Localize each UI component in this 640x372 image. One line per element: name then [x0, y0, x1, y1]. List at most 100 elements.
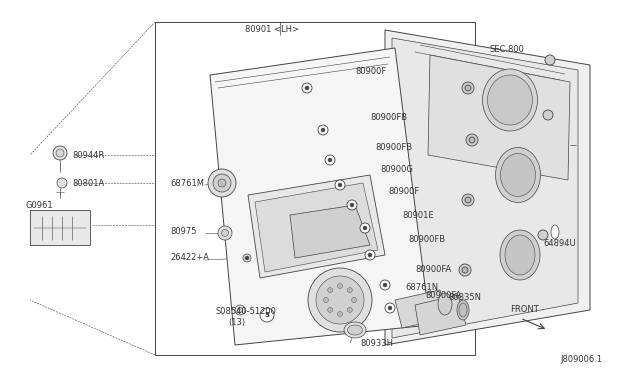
Circle shape: [469, 137, 475, 143]
Circle shape: [462, 267, 468, 273]
Ellipse shape: [500, 154, 536, 196]
Text: 80801A: 80801A: [72, 179, 104, 187]
Circle shape: [368, 253, 372, 257]
Bar: [155, 22, 475, 355]
Circle shape: [321, 128, 325, 132]
Circle shape: [56, 149, 64, 157]
Circle shape: [347, 200, 357, 210]
Circle shape: [308, 268, 372, 332]
Circle shape: [465, 85, 471, 91]
Text: 80835N: 80835N: [448, 294, 481, 302]
Circle shape: [316, 276, 364, 324]
Circle shape: [338, 183, 342, 187]
Ellipse shape: [344, 322, 366, 338]
Text: 80900FA: 80900FA: [425, 291, 461, 299]
Circle shape: [462, 82, 474, 94]
Ellipse shape: [483, 69, 538, 131]
Circle shape: [245, 256, 249, 260]
Circle shape: [337, 283, 342, 289]
Text: 80901 <LH>: 80901 <LH>: [245, 26, 299, 35]
Ellipse shape: [438, 293, 452, 315]
Text: 80901E: 80901E: [402, 211, 434, 219]
Circle shape: [53, 146, 67, 160]
Polygon shape: [210, 48, 430, 345]
Circle shape: [337, 311, 342, 317]
Polygon shape: [385, 30, 590, 345]
Text: FRONT: FRONT: [510, 305, 539, 314]
Ellipse shape: [348, 325, 362, 335]
Polygon shape: [248, 175, 385, 278]
Polygon shape: [395, 290, 448, 328]
Polygon shape: [428, 55, 570, 180]
Ellipse shape: [500, 230, 540, 280]
Text: 80900F: 80900F: [388, 186, 419, 196]
Circle shape: [348, 307, 353, 312]
Text: 26422+A: 26422+A: [170, 253, 209, 263]
Text: S08540-51200: S08540-51200: [215, 308, 276, 317]
Text: (13): (13): [228, 318, 245, 327]
Ellipse shape: [495, 148, 541, 202]
Polygon shape: [392, 38, 578, 338]
Circle shape: [328, 288, 333, 293]
Circle shape: [466, 134, 478, 146]
Text: 80933H: 80933H: [360, 339, 393, 347]
Circle shape: [465, 197, 471, 203]
Ellipse shape: [505, 235, 535, 275]
Ellipse shape: [457, 300, 469, 320]
Circle shape: [328, 307, 333, 312]
Polygon shape: [415, 295, 466, 335]
Circle shape: [218, 226, 232, 240]
Circle shape: [385, 303, 395, 313]
Circle shape: [363, 226, 367, 230]
Text: 80900FB: 80900FB: [370, 112, 407, 122]
Circle shape: [237, 308, 243, 312]
Circle shape: [462, 194, 474, 206]
Circle shape: [335, 180, 345, 190]
Text: 80900G: 80900G: [380, 166, 413, 174]
Text: 80900FB: 80900FB: [375, 142, 412, 151]
Circle shape: [538, 230, 548, 240]
Circle shape: [348, 288, 353, 293]
Circle shape: [545, 55, 555, 65]
Circle shape: [351, 298, 356, 302]
Ellipse shape: [459, 303, 467, 317]
Text: 68761N: 68761N: [405, 282, 438, 292]
Circle shape: [208, 169, 236, 197]
Text: SEC.800: SEC.800: [490, 45, 525, 55]
Polygon shape: [255, 183, 378, 272]
Circle shape: [302, 83, 312, 93]
Text: 64894U: 64894U: [543, 238, 575, 247]
Bar: [30, 210, 90, 245]
Text: 80944R: 80944R: [72, 151, 104, 160]
Circle shape: [235, 305, 245, 315]
Circle shape: [213, 174, 231, 192]
Polygon shape: [290, 205, 370, 258]
Circle shape: [365, 250, 375, 260]
Circle shape: [328, 158, 332, 162]
Ellipse shape: [551, 225, 559, 239]
Text: 80900FA: 80900FA: [415, 266, 451, 275]
Circle shape: [459, 264, 471, 276]
Circle shape: [543, 110, 553, 120]
Circle shape: [350, 203, 354, 207]
Text: 80900FB: 80900FB: [408, 235, 445, 244]
Circle shape: [383, 283, 387, 287]
Circle shape: [221, 230, 228, 237]
Text: J809006 1: J809006 1: [560, 356, 602, 365]
Circle shape: [360, 223, 370, 233]
Text: S: S: [264, 312, 269, 318]
Circle shape: [243, 254, 251, 262]
Circle shape: [57, 178, 67, 188]
Text: 80975: 80975: [170, 228, 196, 237]
Circle shape: [305, 86, 309, 90]
Circle shape: [388, 306, 392, 310]
Text: 68761M: 68761M: [170, 179, 204, 187]
Circle shape: [325, 155, 335, 165]
Circle shape: [318, 125, 328, 135]
Ellipse shape: [488, 75, 532, 125]
Circle shape: [260, 308, 274, 322]
Text: 80900F: 80900F: [355, 67, 387, 77]
Circle shape: [218, 179, 226, 187]
Circle shape: [380, 280, 390, 290]
Text: G0961: G0961: [25, 201, 52, 209]
